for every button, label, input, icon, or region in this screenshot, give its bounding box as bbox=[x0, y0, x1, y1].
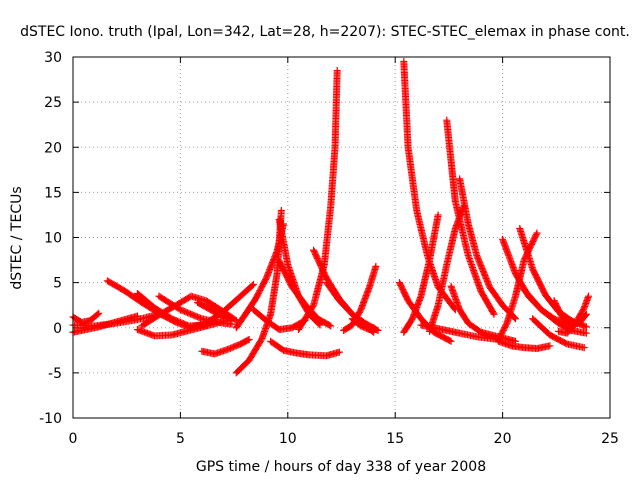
data-point bbox=[582, 329, 590, 337]
series-36 bbox=[529, 315, 588, 352]
data-point bbox=[372, 262, 380, 270]
data-point bbox=[374, 326, 382, 334]
data-point bbox=[245, 335, 253, 343]
x-tick-label: 10 bbox=[279, 431, 297, 447]
x-tick-label: 20 bbox=[494, 431, 512, 447]
series-38 bbox=[554, 292, 593, 337]
data-point bbox=[368, 324, 376, 332]
y-tick-label: 30 bbox=[44, 50, 62, 66]
x-tick-label: 15 bbox=[386, 431, 404, 447]
x-tick-label: 25 bbox=[601, 431, 619, 447]
y-tick-label: 20 bbox=[44, 140, 62, 156]
y-axis-label: dSTEC / TECUs bbox=[9, 186, 25, 289]
y-tick-label: -10 bbox=[39, 411, 62, 427]
series-10 bbox=[194, 298, 236, 325]
data-point bbox=[95, 309, 103, 317]
data-point bbox=[489, 309, 497, 317]
data-point bbox=[227, 316, 235, 324]
data-point bbox=[434, 211, 442, 219]
data-point bbox=[244, 336, 252, 344]
data-point bbox=[533, 229, 541, 237]
data-point bbox=[248, 281, 256, 289]
data-point bbox=[546, 342, 554, 350]
series-24 bbox=[400, 58, 459, 314]
data-point bbox=[582, 323, 590, 331]
series-30 bbox=[456, 175, 519, 323]
data-point bbox=[333, 67, 341, 75]
series-32 bbox=[494, 229, 541, 344]
x-axis-label: GPS time / hours of day 338 of year 2008 bbox=[196, 459, 486, 475]
series-18 bbox=[295, 67, 341, 334]
y-tick-label: -5 bbox=[48, 366, 62, 382]
series-11 bbox=[198, 335, 253, 358]
data-point bbox=[580, 344, 588, 352]
plot-frame bbox=[72, 56, 611, 419]
data-point bbox=[277, 206, 285, 214]
series-28 bbox=[443, 116, 498, 318]
series-22 bbox=[348, 315, 378, 334]
chart-title: dSTEC Iono. truth (Ipal, Lon=342, Lat=28… bbox=[20, 24, 630, 40]
data-point bbox=[582, 310, 590, 318]
data-marks bbox=[69, 58, 593, 377]
x-tick-label: 0 bbox=[69, 431, 78, 447]
data-point bbox=[585, 292, 593, 300]
series-25 bbox=[400, 211, 442, 336]
y-tick-label: 15 bbox=[44, 185, 62, 201]
data-point bbox=[249, 280, 257, 288]
data-point bbox=[228, 317, 236, 325]
data-point bbox=[511, 315, 519, 323]
series-15 bbox=[267, 337, 343, 360]
data-point bbox=[94, 310, 102, 318]
data-point bbox=[447, 337, 455, 345]
grid bbox=[73, 57, 610, 418]
y-tick-label: 5 bbox=[53, 276, 62, 292]
data-point bbox=[370, 324, 378, 332]
data-point bbox=[325, 321, 333, 329]
y-tick-label: 25 bbox=[44, 95, 62, 111]
series-29 bbox=[447, 282, 519, 345]
x-tick-label: 5 bbox=[176, 431, 185, 447]
data-point bbox=[490, 310, 498, 318]
series-13 bbox=[232, 220, 288, 332]
data-point bbox=[335, 348, 343, 356]
y-tick-label: 0 bbox=[53, 321, 62, 337]
series-17 bbox=[275, 257, 335, 330]
data-point bbox=[196, 314, 204, 322]
series-3 bbox=[69, 310, 163, 330]
y-tick-label: 10 bbox=[44, 231, 62, 247]
series-31 bbox=[494, 337, 554, 353]
data-point bbox=[446, 337, 454, 345]
data-point bbox=[327, 322, 335, 330]
data-point bbox=[532, 230, 540, 238]
